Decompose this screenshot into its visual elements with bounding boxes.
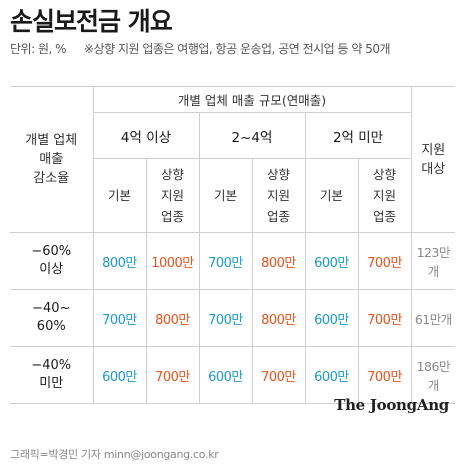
- band-cell: −60% 이상: [10, 232, 94, 290]
- target-header-line: 대상: [421, 161, 446, 177]
- value-cell: 700만: [198, 289, 253, 347]
- value-cell: 600만: [304, 346, 359, 404]
- raised-header-line: 업종: [160, 209, 184, 224]
- value-cell: 700만: [357, 346, 412, 404]
- value-cell: 700만: [145, 346, 200, 404]
- raised-header-line: 업종: [373, 209, 397, 224]
- band-cell: −40% 미만: [10, 346, 94, 404]
- group-header: 2~4억: [198, 112, 306, 159]
- band-cell: −40~ 60%: [10, 289, 94, 347]
- target-header-line: 지원: [421, 142, 446, 158]
- band-line: −40~: [32, 301, 71, 316]
- value-cell: 800만: [251, 289, 306, 347]
- target-cell: 61만개: [410, 289, 456, 347]
- target-cell: 123만개: [410, 232, 456, 290]
- raised-header-line: 상향: [160, 167, 184, 182]
- raised-header-line: 지원: [373, 188, 397, 203]
- row-header-line: 매출: [39, 152, 64, 167]
- target-header: 지원 대상: [410, 86, 456, 233]
- basic-header: 기본: [92, 158, 147, 233]
- note-text: ※상향 지원 업종은 여행업, 항공 운송업, 공연 전시업 등 약 50개: [84, 42, 391, 56]
- target-cell: 186만개: [410, 346, 456, 404]
- revenue-scale-header: 개별 업체 매출 규모(연매출): [92, 86, 412, 113]
- value-cell: 800만: [251, 232, 306, 290]
- page-title: 손실보전금 개요: [10, 7, 173, 36]
- value-cell: 700만: [357, 289, 412, 347]
- row-header-line: 개별 업체: [25, 133, 78, 148]
- value-cell: 600만: [92, 346, 147, 404]
- raised-header-line: 상향: [266, 167, 290, 182]
- basic-header: 기본: [198, 158, 253, 233]
- publisher-logo: The JoongAng: [334, 396, 449, 414]
- table-row: −60% 이상 800만 1000만 700만 800만 600만 700만 12…: [10, 232, 456, 290]
- value-cell: 600만: [304, 232, 359, 290]
- subtitle: 단위: 원, % ※상향 지원 업종은 여행업, 항공 운송업, 공연 전시업 등…: [10, 40, 391, 57]
- value-cell: 700만: [251, 346, 306, 404]
- value-cell: 700만: [92, 289, 147, 347]
- basic-header: 기본: [304, 158, 359, 233]
- raised-header-line: 상향: [373, 167, 397, 182]
- band-line: 60%: [36, 319, 66, 334]
- band-line: 미만: [39, 376, 64, 391]
- row-header-cell: 개별 업체 매출 감소율: [10, 86, 94, 233]
- raised-header-line: 지원: [160, 188, 184, 203]
- value-cell: 800만: [92, 232, 147, 290]
- group-header: 4억 이상: [92, 112, 200, 159]
- compensation-table: 개별 업체 매출 감소율 개별 업체 매출 규모(연매출) 지원 대상 4억 이…: [10, 86, 456, 404]
- value-cell: 800만: [145, 289, 200, 347]
- value-cell: 700만: [198, 232, 253, 290]
- row-header-line: 감소율: [33, 171, 70, 186]
- group-header: 2억 미만: [304, 112, 412, 159]
- raised-header-line: 지원: [266, 188, 290, 203]
- table-row: −40% 미만 600만 700만 600만 700만 600만 700만 186…: [10, 346, 456, 404]
- value-cell: 700만: [357, 232, 412, 290]
- raised-header-line: 업종: [266, 209, 290, 224]
- credit-text: 그래픽=박경민 기자 minn@joongang.co.kr: [10, 448, 219, 461]
- band-line: −40%: [31, 358, 72, 373]
- unit-label: 단위: 원, %: [10, 42, 67, 56]
- table-row: −40~ 60% 700만 800만 700만 800만 600만 700만 61…: [10, 289, 456, 347]
- value-cell: 600만: [198, 346, 253, 404]
- band-line: −60%: [31, 244, 72, 259]
- value-cell: 600만: [304, 289, 359, 347]
- value-cell: 1000만: [145, 232, 200, 290]
- band-line: 이상: [39, 262, 64, 277]
